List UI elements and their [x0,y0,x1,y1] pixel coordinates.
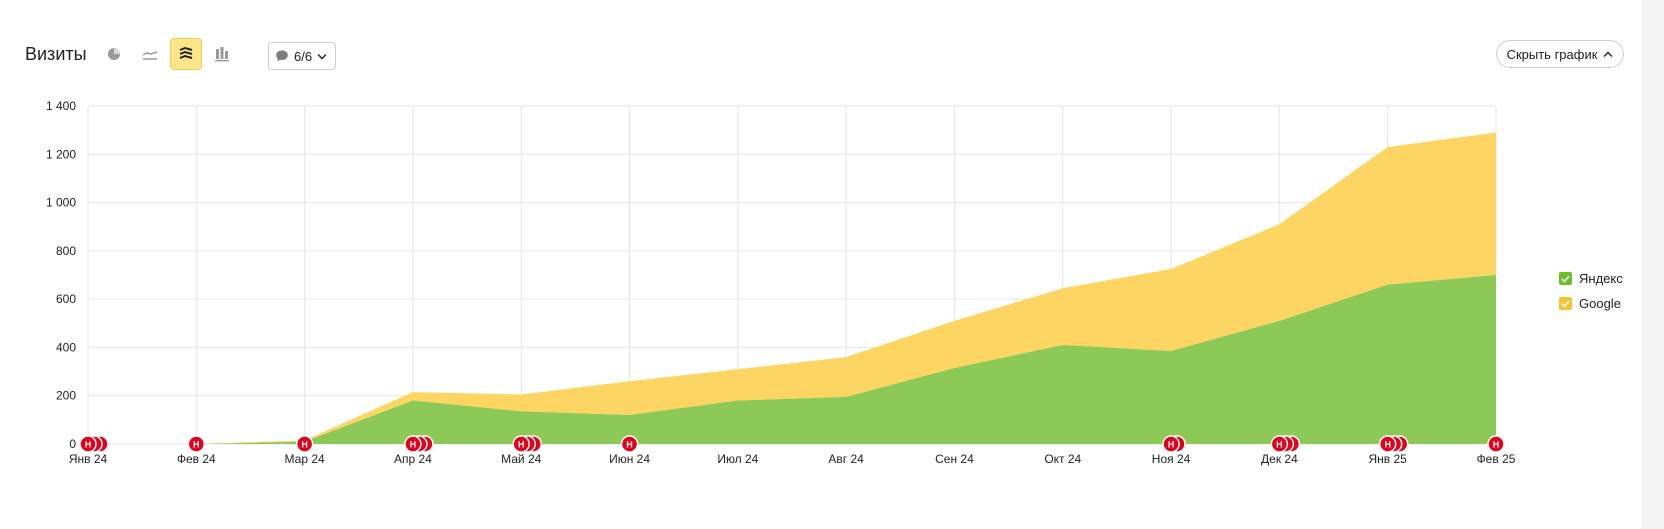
checkbox-checked-icon [1559,297,1572,310]
x-tick-label: Июл 24 [717,452,758,466]
y-tick-label: 600 [56,292,76,306]
legend-item-yandex[interactable]: Яндекс [1559,266,1623,291]
x-tick-label: Окт 24 [1044,452,1081,466]
annotation-marker: Н [620,435,639,453]
x-tick-label: Июн 24 [609,452,650,466]
x-tick-label: Апр 24 [394,452,432,466]
right-scroll-strip [1641,0,1664,529]
chevron-up-icon [1603,51,1613,57]
annotation-marker-label: Н [1276,440,1283,450]
bar-chart-icon [215,47,229,62]
hide-chart-button[interactable]: Скрыть график [1496,40,1624,68]
annotation-marker: Н [1270,435,1289,453]
annotation-marker: Н [1378,435,1397,453]
annotation-marker-label: Н [1168,440,1175,450]
x-axis: Янв 24 Фев 24 Мар 24 Апр 24 Май 24 Июн 24 Июл … [69,452,1516,466]
chevron-down-icon [317,53,327,59]
annotation-marker: Н [295,435,314,453]
annotation-marker-circle [295,435,314,453]
annotation-marker: Н [1487,435,1505,453]
x-tick-label: Май 24 [501,452,542,466]
y-tick-label: 1 000 [46,196,76,210]
annotation-marker: Н [1162,435,1180,453]
legend-item-google[interactable]: Google [1559,291,1623,316]
x-tick-label: Фев 24 [177,452,216,466]
annotation-marker-label: Н [301,440,308,450]
annotation-marker-label: Н [1493,440,1500,450]
annotation-marker-circle [1162,435,1180,453]
y-tick-label: 800 [56,244,76,258]
y-tick-label: 1 400 [46,99,76,113]
area-series [88,132,1496,445]
annotation-marker: Н [187,435,206,453]
y-tick-label: 0 [69,437,76,451]
annotation-marker: Н [79,435,97,453]
stacked-area-icon [179,46,193,59]
area-series-google [88,132,1496,445]
annotation-marker-circle [404,435,422,453]
annotation-marker-circle [1378,435,1397,453]
y-axis: 0 200 400 600 800 1 000 1 200 1 400 [46,99,76,451]
annotation-marker: Н [512,435,530,453]
annotation-marker-label: Н [626,440,633,450]
annotation-marker-circle [1270,435,1289,453]
stacked-area-button[interactable] [170,38,202,70]
chart-title: Визиты [25,44,87,64]
annotation-marker-label: Н [410,440,417,450]
hide-chart-label: Скрыть график [1506,46,1598,62]
annotation-marker: Н [404,435,422,453]
y-tick-label: 1 200 [46,147,76,161]
annotation-marker-label: Н [193,440,200,450]
annotation-marker-label: Н [85,440,92,450]
notes-count: 6/6 [294,48,313,64]
checkbox-checked-icon [1559,272,1572,285]
x-tick-label: Мар 24 [285,452,325,466]
notes-dropdown[interactable]: 6/6 [268,42,336,70]
y-tick-label: 400 [56,340,76,354]
annotation-marker-label: Н [518,440,525,450]
x-tick-label: Фев 25 [1477,452,1516,466]
area-series-yandex [88,275,1496,444]
annotation-marker-circle [620,435,639,453]
annotation-marker-circle [512,435,530,453]
x-tick-label: Сен 24 [935,452,974,466]
legend: Яндекс Google [1559,266,1623,316]
annotation-marker-circle [79,435,97,453]
line-chart-icon [142,51,158,60]
x-tick-label: Авг 24 [828,452,864,466]
pie-chart-button[interactable] [98,38,130,70]
x-tick-label: Янв 25 [1369,452,1408,466]
y-tick-label: 200 [56,389,76,403]
annotation-marker-label: Н [1384,440,1391,450]
annotation-marker-circle [1487,435,1505,453]
comment-icon [276,50,288,62]
pie-chart-icon [108,48,120,60]
legend-label-google: Google [1579,296,1621,311]
line-chart-button[interactable] [134,38,166,70]
annotation-marker-circle [187,435,206,453]
chart-header: Визиты 6/6 [0,0,1640,100]
x-tick-label: Ноя 24 [1152,452,1191,466]
legend-label-yandex: Яндекс [1579,271,1623,286]
x-tick-label: Дек 24 [1261,452,1298,466]
bar-chart-button[interactable] [206,38,238,70]
x-tick-label: Янв 24 [69,452,108,466]
